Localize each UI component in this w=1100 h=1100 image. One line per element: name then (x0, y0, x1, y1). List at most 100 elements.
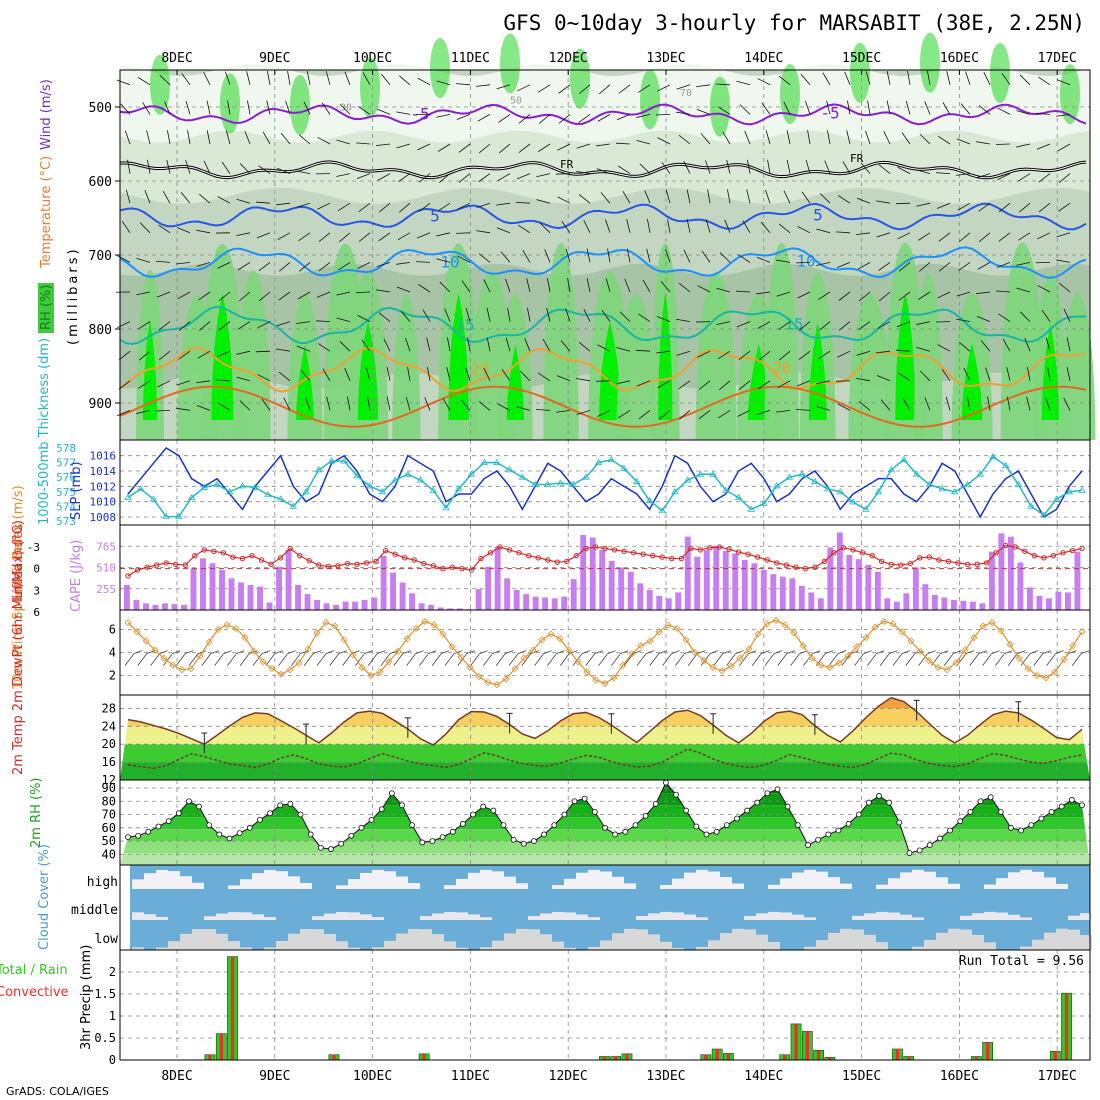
rh-point (764, 790, 771, 797)
cloud-bar (504, 933, 516, 950)
isotherm-line-25 (119, 385, 1087, 428)
wind-barb (1037, 285, 1051, 293)
cape-bar (532, 596, 539, 610)
cape-bar (1017, 562, 1024, 610)
cloud-bar (612, 876, 624, 889)
wind-barb (524, 338, 531, 352)
wind-barb (758, 380, 771, 390)
thickness-point (276, 495, 285, 502)
thickness-point (238, 482, 247, 489)
surface-wind-barb (867, 653, 877, 666)
cloud-bar (720, 876, 732, 889)
cape-bar (798, 585, 805, 610)
cloud-bar (456, 878, 468, 889)
wind-barb (1066, 367, 1071, 381)
cloud-bar (696, 917, 708, 920)
wind-barb (358, 232, 371, 242)
wind-barb (898, 372, 911, 382)
wind-barb (458, 173, 471, 183)
rh-point (1018, 827, 1025, 834)
cloud-bar (288, 933, 300, 950)
wind-barb (257, 374, 271, 382)
thickness-point (213, 480, 221, 487)
surface-wind-barb-flag (953, 650, 962, 655)
cloud-bar (624, 883, 636, 889)
wind-barb (705, 160, 711, 174)
wind10m-panel: 246 (109, 609, 1091, 696)
wind-barb (678, 134, 691, 145)
wind-barb (218, 321, 231, 331)
cloud-bar (348, 879, 360, 889)
wind-barb (738, 254, 751, 263)
surface-wind-barb-flag (466, 650, 475, 655)
wind-barb (917, 291, 931, 300)
wind-barb (1063, 308, 1071, 322)
wind-barb (298, 232, 311, 242)
rh-point (470, 811, 476, 818)
lifted-index-point (802, 565, 809, 572)
wind-barb (1006, 396, 1011, 411)
wind-barb (937, 291, 951, 299)
isotherm-label: 5 (430, 207, 440, 226)
rh-patch (360, 57, 380, 118)
wind-barb (383, 338, 391, 352)
footer-credit: GrADS: COLA/IGES (6, 1085, 109, 1098)
wind-barb (347, 396, 351, 411)
pressure-tick-label: 600 (89, 175, 112, 190)
cape-bar (219, 570, 225, 610)
wind-barb (303, 101, 311, 115)
lifted-index-point (707, 545, 713, 551)
wind-barb (505, 337, 511, 352)
surface-wind-barb-flag (940, 650, 949, 655)
cloud-bar (744, 915, 756, 920)
surface-wind-barb (854, 653, 864, 666)
cloud-bar (816, 871, 828, 889)
precip-frame (119, 949, 1091, 1061)
wind-barb (336, 317, 351, 322)
wind-barb (296, 345, 311, 352)
wind-speed-point (763, 620, 771, 628)
surface-wind-barb-flag (876, 650, 885, 655)
wind-barb (707, 189, 711, 204)
surface-wind-barb (150, 653, 160, 666)
cloud-bar (420, 929, 432, 950)
cape-bar (456, 608, 463, 610)
surface-wind-barb (457, 653, 468, 666)
lifted-index-point (220, 550, 227, 556)
wind-barb (876, 232, 891, 238)
wind-speed-line (127, 619, 1083, 686)
wind-barb (497, 173, 511, 181)
wind-barb (963, 367, 971, 381)
wind-barb (927, 70, 931, 85)
wind-speed-point (547, 630, 555, 638)
wind-barb (567, 278, 571, 293)
day-label-bottom: 12DEC (549, 1069, 588, 1084)
cloud-bar (996, 912, 1008, 920)
wind-barb (716, 287, 731, 293)
wind-barb (538, 143, 551, 152)
cloud-bar (1020, 917, 1032, 920)
cape-bar (817, 598, 824, 610)
lifted-index-point (316, 562, 322, 568)
cloud-bar (156, 869, 168, 889)
wind-barb (237, 262, 251, 271)
wind-barb (897, 166, 911, 174)
cloud-bar (168, 941, 180, 950)
wind-barb (722, 131, 731, 145)
cape-bar (960, 600, 967, 610)
rh-band (120, 805, 1090, 818)
wind-speed-point (790, 629, 798, 637)
lifted-index-point (497, 544, 503, 550)
wind-barb (560, 340, 571, 352)
rh-point (297, 811, 304, 818)
wind-barb (376, 289, 391, 293)
thickness-point (836, 488, 845, 495)
rh-point (947, 827, 953, 834)
cape-bar (523, 594, 530, 610)
rh-point (713, 828, 720, 835)
cape-bar (551, 598, 558, 610)
wind-barb (266, 70, 271, 85)
rh-point (510, 836, 517, 843)
surface-wind-barb (995, 653, 1005, 666)
cloud-bar (216, 913, 228, 920)
